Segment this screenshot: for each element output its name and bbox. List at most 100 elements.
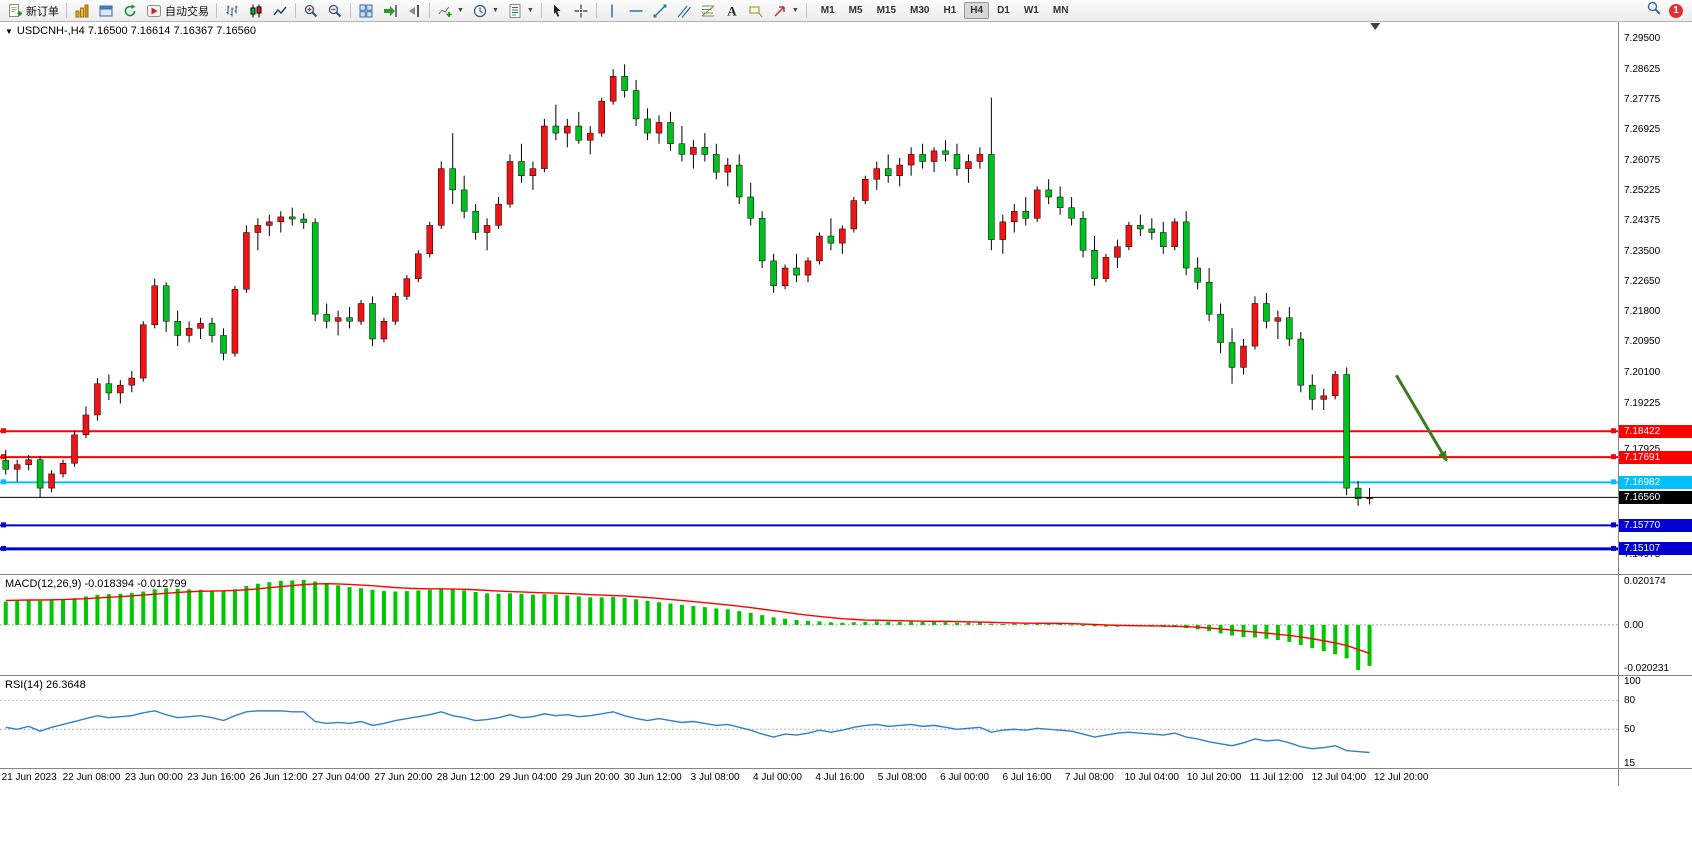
price-chart-plot[interactable]: ▼ USDCNH-,H4 7.16500 7.16614 7.16367 7.1… — [0, 22, 1618, 574]
time-axis-corner — [1618, 768, 1692, 786]
text-label-button[interactable] — [744, 1, 768, 21]
new-chart-button[interactable] — [70, 1, 94, 21]
macd-tick: 0.00 — [1624, 619, 1644, 631]
time-axis-label: 7 Jul 08:00 — [1064, 772, 1114, 783]
trendline-button[interactable] — [648, 1, 672, 21]
periods-button[interactable]: ▼ — [468, 1, 503, 21]
timeframe-button-h4[interactable]: H4 — [964, 2, 990, 19]
separator — [429, 3, 430, 18]
circular-arrows-icon — [122, 3, 138, 19]
ohlc-bars-icon — [224, 3, 240, 19]
time-axis-label: 5 Jul 08:00 — [877, 772, 927, 783]
timeframe-button-w1[interactable]: W1 — [1023, 5, 1039, 16]
macd-label: MACD(12,26,9) -0.018394 -0.012799 — [5, 578, 187, 590]
zoom-in-icon — [303, 3, 319, 19]
timeframe-button-m15[interactable]: M15 — [876, 5, 897, 16]
price-tick: 7.21800 — [1624, 306, 1661, 318]
macd-panel[interactable]: MACD(12,26,9) -0.018394 -0.012799 — [0, 574, 1618, 675]
fibonacci-button[interactable] — [696, 1, 720, 21]
timeframe-button-m5[interactable]: M5 — [848, 5, 863, 16]
macd-tick: -0.020231 — [1624, 663, 1670, 674]
vertical-line-button[interactable] — [600, 1, 624, 21]
time-axis-label: 4 Jul 16:00 — [815, 772, 865, 783]
time-axis-label: 29 Jun 20:00 — [561, 772, 620, 783]
zoom-out-button[interactable] — [323, 1, 347, 21]
arrow-tools-button[interactable]: ▼ — [768, 1, 803, 21]
rsi-tick: 50 — [1624, 724, 1636, 736]
rsi-panel[interactable]: RSI(14) 26.3648 — [0, 675, 1618, 768]
rsi-axis: 100 80 50 15 — [1618, 675, 1692, 768]
cursor-icon — [549, 3, 565, 19]
profiles-icon — [98, 3, 114, 19]
ohlc-bars-button[interactable] — [220, 1, 244, 21]
main-toolbar: 新订单 自动交易 ▼ — [0, 0, 1692, 22]
indicators-button[interactable]: ▼ — [433, 1, 468, 21]
time-axis-label: 21 Jun 2023 — [1, 772, 57, 783]
chart-shift-button[interactable] — [402, 1, 426, 21]
profiles-button[interactable] — [94, 1, 118, 21]
refresh-button[interactable] — [118, 1, 142, 21]
caret-down-icon: ▼ — [791, 7, 799, 14]
caret-down-icon: ▼ — [457, 7, 464, 14]
rsi-tick: 100 — [1624, 675, 1641, 687]
time-axis-label: 12 Jul 04:00 — [1311, 772, 1367, 783]
timeframe-button-m30[interactable]: M30 — [910, 5, 930, 16]
cursor-button[interactable] — [545, 1, 569, 21]
macd-label-text: MACD(12,26,9) -0.018394 -0.012799 — [5, 578, 187, 590]
chart-window: ▼ USDCNH-,H4 7.16500 7.16614 7.16367 7.1… — [0, 22, 1692, 846]
line-chart-view-button[interactable] — [268, 1, 292, 21]
rsi-chart — [0, 699, 1618, 754]
price-tick: 7.27775 — [1624, 94, 1661, 106]
chart-dropdown-icon[interactable]: ▼ — [5, 26, 13, 36]
crosshair-button[interactable] — [569, 1, 593, 21]
candlestick-view-button[interactable] — [244, 1, 268, 21]
time-axis-label: 26 Jun 12:00 — [249, 772, 308, 783]
auto-trading-button[interactable]: 自动交易 — [142, 1, 213, 21]
indicators-icon — [437, 3, 453, 19]
tile-windows-button[interactable] — [354, 1, 378, 21]
label-icon — [748, 3, 764, 19]
new-order-button[interactable]: 新订单 — [3, 1, 63, 21]
arrow-tool-icon — [772, 3, 788, 19]
channel-icon — [676, 3, 692, 19]
timeframe-button-d1[interactable]: D1 — [997, 5, 1010, 16]
time-axis-label: 10 Jul 20:00 — [1186, 772, 1242, 783]
price-tick: 7.20950 — [1624, 336, 1661, 348]
time-axis-label: 22 Jun 08:00 — [62, 772, 121, 783]
separator — [216, 3, 217, 18]
crosshair-icon — [573, 3, 589, 19]
horizontal-line-button[interactable] — [624, 1, 648, 21]
templates-button[interactable]: ▼ — [503, 1, 538, 21]
chart-shift-icon — [406, 3, 422, 19]
time-axis-label: 3 Jul 08:00 — [690, 772, 740, 783]
time-axis-label: 12 Jul 20:00 — [1373, 772, 1429, 783]
channel-button[interactable] — [672, 1, 696, 21]
time-axis-label: 4 Jul 00:00 — [753, 772, 802, 783]
timeframe-button-h1[interactable]: H1 — [943, 5, 957, 16]
price-tick: 7.26075 — [1624, 154, 1661, 166]
auto-scroll-button[interactable] — [378, 1, 402, 21]
notification-badge[interactable]: 1 — [1669, 3, 1683, 18]
time-axis[interactable]: 21 Jun 2023 22 Jun 08:00 23 Jun 00:00 23 Ju… — [0, 768, 1618, 786]
caret-down-icon: ▼ — [491, 7, 499, 14]
separator — [66, 3, 67, 18]
timeframe-button-mn[interactable]: MN — [1052, 5, 1069, 16]
rsi-label: RSI(14) 26.3648 — [5, 679, 86, 691]
price-level-label: 7.17691 — [1619, 450, 1692, 464]
text-icon: A — [724, 3, 740, 19]
separator — [595, 3, 597, 18]
price-axis[interactable]: 7.29500 7.28625 7.27775 7.26925 7.26075 7.252… — [1618, 22, 1692, 574]
search-icon[interactable] — [1646, 0, 1662, 21]
macd-tick: 0.020174 — [1624, 576, 1666, 587]
time-axis-label: 23 Jun 16:00 — [187, 772, 246, 783]
price-level-label: 7.16982 — [1619, 475, 1692, 489]
price-tick: 7.28625 — [1624, 64, 1661, 76]
time-axis-label: 29 Jun 04:00 — [499, 772, 557, 783]
price-tick: 7.19225 — [1624, 397, 1661, 409]
timeframe-button-m1[interactable]: M1 — [820, 5, 835, 16]
zoom-in-button[interactable] — [299, 1, 323, 21]
new-order-icon — [7, 3, 23, 19]
macd-chart — [0, 579, 1618, 670]
text-tool-button[interactable]: A — [720, 1, 744, 21]
time-axis-label: 27 Jun 20:00 — [374, 772, 433, 783]
